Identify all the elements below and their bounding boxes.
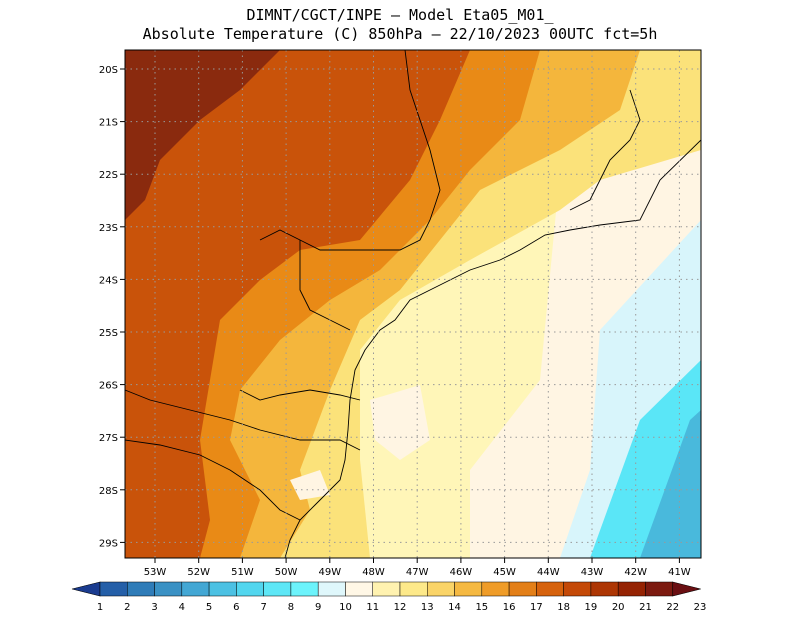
- colorbar-label: 11: [366, 602, 379, 613]
- colorbar-swatch: [181, 581, 210, 597]
- lon-label: 47W: [406, 567, 429, 578]
- blue-region: [640, 410, 701, 558]
- colorbar-label: 9: [315, 602, 321, 613]
- coastline: [284, 139, 701, 558]
- lon-label: 43W: [581, 567, 604, 578]
- pale-patch-south: [290, 470, 330, 500]
- hot-region: [125, 50, 280, 220]
- map-frame: [124, 49, 702, 559]
- lat-label: 29S: [99, 538, 118, 549]
- warm-region: [125, 50, 470, 558]
- lat-label: 28S: [99, 486, 118, 497]
- lat-label: 25S: [99, 328, 118, 339]
- colorbar-swatch: [399, 581, 428, 597]
- colorbar-swatch: [236, 581, 264, 597]
- colorbar-label: 3: [151, 602, 157, 613]
- colorbar-swatch: [317, 581, 346, 597]
- lon-label: 42W: [624, 567, 647, 578]
- state-border-3: [125, 389, 361, 451]
- colorbar-label: 15: [475, 602, 488, 613]
- lon-label: 41W: [668, 567, 691, 578]
- colorbar-swatch: [372, 581, 401, 597]
- colorbar-label: 16: [503, 602, 516, 613]
- temperature-field: [125, 50, 701, 558]
- lon-label: 44W: [537, 567, 560, 578]
- colorbar-label: 8: [288, 602, 294, 613]
- title-line-2: Absolute Temperature (C) 850hPa – 22/10/…: [142, 25, 658, 43]
- gridlines: [125, 50, 701, 558]
- lon-label: 45W: [493, 567, 516, 578]
- state-border-2: [569, 89, 641, 211]
- lon-label: 50W: [275, 567, 298, 578]
- pale-patch: [370, 385, 430, 460]
- coastlines-and-borders: [125, 50, 701, 558]
- colorbar-swatch: [563, 581, 592, 597]
- lon-label: 51W: [231, 567, 254, 578]
- colorbar-swatch: [536, 581, 564, 597]
- colorbar-label: 13: [421, 602, 434, 613]
- colorbar-label: 6: [233, 602, 239, 613]
- colorbar-swatch: [290, 581, 319, 597]
- colorbar-swatch: [427, 581, 455, 597]
- lat-label: 20S: [99, 65, 118, 76]
- colorbar-label: 20: [612, 602, 625, 613]
- lat-label: 23S: [99, 223, 118, 234]
- colorbar-swatch: [645, 581, 673, 597]
- colorbar-swatch: [617, 581, 646, 597]
- lon-label: 46W: [450, 567, 473, 578]
- lon-label: 48W: [362, 567, 385, 578]
- lat-label: 24S: [99, 275, 118, 286]
- colorbar-label: 1: [97, 602, 103, 613]
- colorbar-label: 22: [666, 602, 679, 613]
- colorbar-label: 17: [530, 602, 543, 613]
- lon-label: 52W: [187, 567, 210, 578]
- colorbar-label: 14: [448, 602, 461, 613]
- colorbar-label: 2: [124, 602, 130, 613]
- lat-label: 27S: [99, 433, 118, 444]
- colorbar-label: 10: [339, 602, 352, 613]
- colorbar-swatch: [127, 581, 155, 597]
- colorbar-swatch: [508, 581, 537, 597]
- colorbar-swatch: [481, 581, 510, 597]
- colorbar-label: 7: [260, 602, 266, 613]
- colorbar-swatch: [99, 581, 128, 597]
- colorbar-swatch: [454, 581, 483, 597]
- colorbar: 1 2 3 4 5 6 7 8 9 10 11 12 13 14 15 16 17 18 19 20 21 22 23: [71, 581, 707, 613]
- colorbar-swatch: [263, 581, 292, 597]
- colorbar-label: 19: [585, 602, 598, 613]
- lon-label: 53W: [144, 567, 167, 578]
- lat-label: 21S: [99, 118, 118, 129]
- state-border-5: [299, 240, 351, 331]
- colorbar-label: 18: [557, 602, 570, 613]
- state-border-6: [125, 439, 301, 521]
- colorbar-label: 4: [179, 602, 185, 613]
- lat-label: 26S: [99, 381, 118, 392]
- colorbar-label: 21: [639, 602, 652, 613]
- colorbar-swatch: [345, 581, 373, 597]
- colorbar-swatch: [154, 581, 183, 597]
- colorbar-arrow-left: [71, 581, 101, 597]
- title-line-1: DIMNT/CGCT/INPE – Model Eta05_M01_: [246, 6, 554, 24]
- colorbar-label: 23: [694, 602, 707, 613]
- colorbar-swatch: [208, 581, 237, 597]
- colorbar-swatch: [590, 581, 619, 597]
- latitude-labels: 20S 21S 22S 23S 24S 25S 26S 27S 28S 29S: [99, 65, 125, 549]
- lat-label: 22S: [99, 170, 118, 181]
- colorbar-label: 12: [394, 602, 407, 613]
- colorbar-label: 5: [206, 602, 212, 613]
- colorbar-arrow-right: [672, 581, 701, 597]
- state-border-4: [239, 389, 361, 401]
- longitude-labels: 53W 52W 51W 50W 49W 48W 47W 46W 45W 44W 43W 42W 41W: [144, 558, 691, 578]
- lon-label: 49W: [318, 567, 341, 578]
